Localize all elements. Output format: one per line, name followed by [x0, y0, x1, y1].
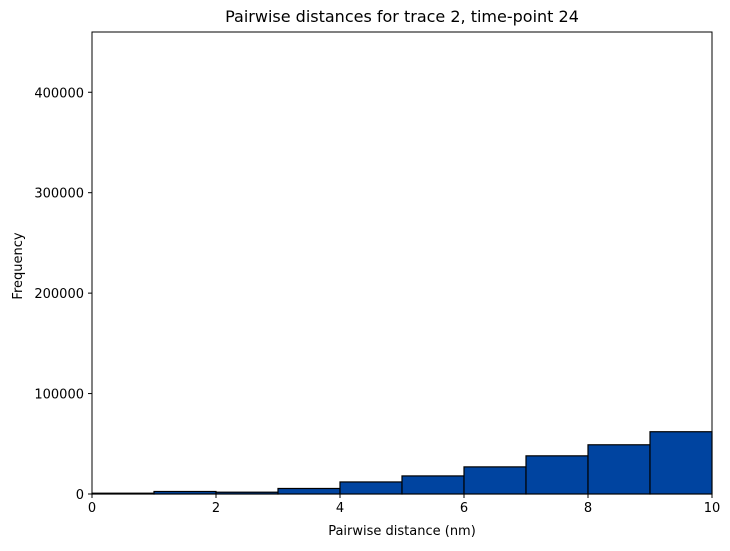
plot-frame: [91, 31, 713, 495]
chart-title: Pairwise distances for trace 2, time-poi…: [225, 7, 579, 26]
y-tick-label: 100000: [34, 388, 84, 403]
histogram-bar-9: [649, 431, 713, 495]
histogram-bar-4: [339, 481, 403, 495]
histogram-bar-6: [463, 466, 527, 495]
x-tick-label: 0: [88, 501, 96, 516]
y-tick-label: 300000: [34, 187, 84, 202]
histogram-bar-8: [587, 444, 651, 495]
x-tick-label: 10: [704, 501, 721, 516]
histogram-bar-3: [277, 487, 341, 495]
y-tick-label: 400000: [34, 86, 84, 101]
y-axis-ticks: 0 100000 200000 300000 400000: [34, 86, 92, 503]
x-tick-label: 8: [584, 501, 592, 516]
histogram-bar-5: [401, 475, 465, 495]
histogram-bars: [91, 431, 713, 495]
y-tick-label: 200000: [34, 287, 84, 302]
x-axis-label: Pairwise distance (nm): [328, 524, 476, 539]
histogram-bar-7: [525, 455, 589, 495]
x-tick-label: 4: [336, 501, 344, 516]
y-tick-label: 0: [76, 488, 84, 503]
x-tick-label: 6: [460, 501, 468, 516]
x-tick-label: 2: [212, 501, 220, 516]
y-axis-label: Frequency: [11, 232, 26, 299]
x-axis-ticks: 0 2 4 6 8 10: [88, 494, 720, 516]
